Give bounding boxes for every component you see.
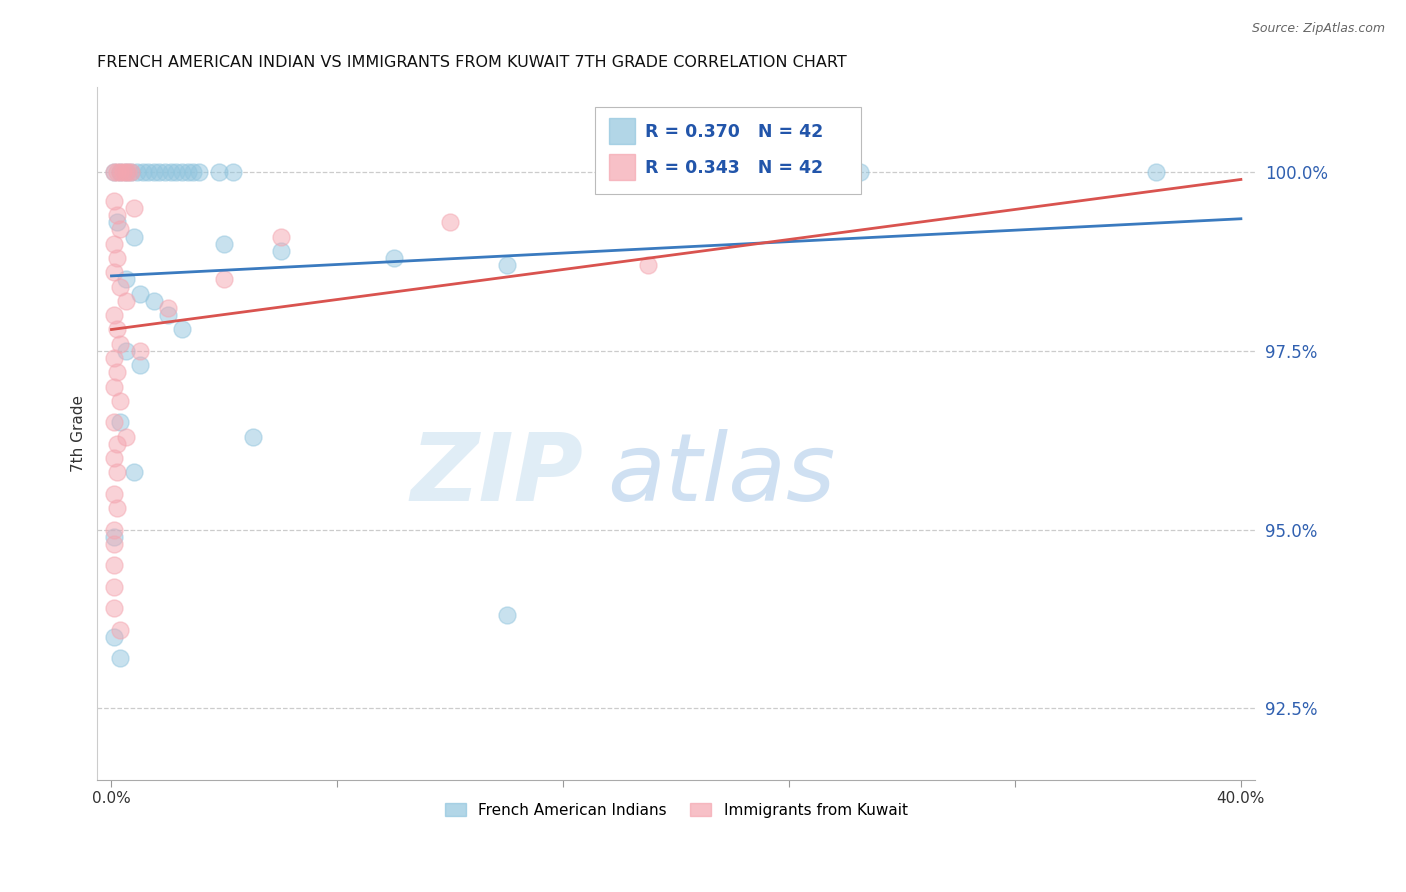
Point [170,165,193,179]
Point [242,430,264,444]
Point [114,293,136,308]
Point [156,301,179,315]
Point [159,165,181,179]
Text: R = 0.370   N = 42: R = 0.370 N = 42 [645,122,823,141]
Point [108,623,131,637]
Point [214,272,236,286]
Text: ZIP: ZIP [411,429,583,521]
Point [105,466,128,480]
Point [108,651,131,665]
Point [114,165,136,179]
Point [103,601,125,615]
Point [495,258,517,272]
Point [103,379,125,393]
Point [270,244,292,258]
Point [105,501,128,516]
Point [103,165,125,179]
Point [188,165,211,179]
Point [439,215,461,229]
Y-axis label: 7th Grade: 7th Grade [72,394,86,472]
Point [114,165,136,179]
Point [103,580,125,594]
Point [103,416,125,430]
Point [103,194,125,208]
Point [125,165,148,179]
Point [103,558,125,573]
Point [105,208,128,222]
Point [103,236,125,251]
Point [142,165,165,179]
Point [183,165,205,179]
Text: Source: ZipAtlas.com: Source: ZipAtlas.com [1251,22,1385,36]
Text: FRENCH AMERICAN INDIAN VS IMMIGRANTS FROM KUWAIT 7TH GRADE CORRELATION CHART: FRENCH AMERICAN INDIAN VS IMMIGRANTS FRO… [97,55,846,70]
Point [792,165,814,179]
Point [108,279,131,293]
Point [103,487,125,501]
Point [848,165,870,179]
Point [120,165,142,179]
Point [637,258,659,272]
Point [103,351,125,365]
Point [122,201,145,215]
Point [105,251,128,265]
Point [165,165,187,179]
Point [136,165,159,179]
Point [156,308,179,322]
Point [105,215,128,229]
Bar [609,153,634,180]
Point [103,530,125,544]
Point [148,165,170,179]
Point [105,365,128,379]
Point [120,165,142,179]
Point [103,451,125,466]
Point [131,165,153,179]
Point [108,165,131,179]
Point [103,537,125,551]
Point [177,165,200,179]
Point [270,229,292,244]
Point [222,165,245,179]
Point [105,322,128,336]
Point [108,416,131,430]
Point [111,165,134,179]
Text: R = 0.343   N = 42: R = 0.343 N = 42 [645,159,823,177]
Point [103,165,125,179]
Point [382,251,405,265]
Point [495,608,517,623]
Point [721,165,744,179]
Point [103,308,125,322]
Point [108,336,131,351]
Point [1144,165,1167,179]
Point [103,523,125,537]
Point [105,165,128,179]
Point [117,165,139,179]
Legend: French American Indians, Immigrants from Kuwait: French American Indians, Immigrants from… [439,797,914,824]
Point [103,630,125,644]
Point [108,165,131,179]
Point [128,358,150,372]
Point [142,293,165,308]
Point [114,272,136,286]
Bar [609,118,634,145]
Point [103,265,125,279]
Point [108,393,131,408]
Point [153,165,176,179]
Point [128,286,150,301]
Point [208,165,231,179]
Point [122,466,145,480]
Point [108,222,131,236]
Text: atlas: atlas [607,429,835,520]
Point [114,343,136,358]
Point [170,322,193,336]
Point [105,437,128,451]
Point [122,229,145,244]
Point [128,343,150,358]
Point [114,430,136,444]
FancyBboxPatch shape [595,107,862,194]
Point [595,165,617,179]
Point [214,236,236,251]
